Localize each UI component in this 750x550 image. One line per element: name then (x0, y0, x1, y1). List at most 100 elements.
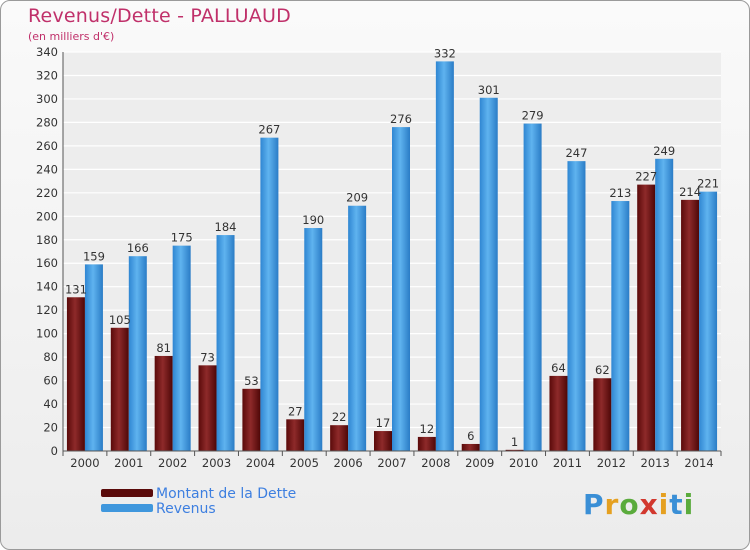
y-tick-label: 240 (36, 162, 58, 176)
legend-label-revenue: Revenus (156, 501, 216, 517)
logo-letter: t (669, 488, 684, 521)
bar-revenue (304, 228, 323, 451)
bar-revenue (216, 235, 235, 451)
data-label-revenue: 247 (565, 146, 587, 160)
logo-letter: P (583, 488, 605, 521)
bar-debt (461, 443, 480, 451)
y-tick-label: 20 (43, 421, 58, 435)
x-tick-label: 2011 (553, 456, 582, 470)
data-label-revenue: 332 (434, 46, 456, 60)
bar-revenue (567, 161, 586, 451)
bar-revenue (128, 256, 147, 451)
y-tick-label: 140 (36, 280, 58, 294)
bar-debt (681, 199, 700, 451)
y-tick-label: 180 (36, 233, 58, 247)
y-tick-label: 40 (43, 397, 58, 411)
bar-debt (549, 375, 568, 451)
data-label-debt: 105 (109, 313, 131, 327)
legend-swatch-debt (101, 489, 153, 497)
x-tick-label: 2014 (684, 456, 713, 470)
bar-revenue (611, 201, 630, 451)
bar-debt (417, 436, 436, 451)
y-tick-label: 260 (36, 139, 58, 153)
data-label-debt: 27 (288, 404, 303, 418)
bar-debt (242, 388, 261, 451)
data-label-revenue: 213 (609, 186, 631, 200)
data-label-debt: 214 (679, 185, 701, 199)
logo-letter: i (658, 488, 670, 521)
data-label-debt: 1 (511, 435, 518, 449)
y-tick-label: 340 (36, 45, 58, 59)
x-tick-label: 2012 (597, 456, 626, 470)
y-tick-label: 100 (36, 327, 58, 341)
logo-letter: x (639, 488, 659, 521)
bar-revenue (479, 97, 498, 452)
y-tick-label: 220 (36, 186, 58, 200)
y-tick-label: 200 (36, 209, 58, 223)
x-tick-label: 2009 (465, 456, 494, 470)
proxiti-logo: Proxiti (583, 488, 694, 521)
x-tick-label: 2007 (377, 456, 406, 470)
y-tick-label: 60 (43, 374, 58, 388)
data-label-debt: 17 (376, 416, 391, 430)
data-label-revenue: 159 (83, 249, 105, 263)
bar-debt (110, 327, 129, 451)
y-tick-label: 320 (36, 68, 58, 82)
data-label-revenue: 190 (302, 213, 324, 227)
data-label-debt: 12 (420, 422, 435, 436)
chart-title: Revenus/Dette - PALLUAUD (28, 5, 291, 27)
x-tick-label: 2010 (509, 456, 538, 470)
y-tick-label: 160 (36, 256, 58, 270)
x-tick-label: 2002 (158, 456, 187, 470)
data-label-debt: 6 (467, 429, 474, 443)
x-tick-label: 2013 (641, 456, 670, 470)
bar-debt (505, 449, 524, 451)
bar-debt (330, 425, 349, 451)
x-tick-label: 2003 (202, 456, 231, 470)
data-label-debt: 62 (595, 363, 610, 377)
data-label-revenue: 267 (258, 123, 280, 137)
data-label-revenue: 209 (346, 191, 368, 205)
data-label-revenue: 301 (478, 83, 500, 97)
x-tick-label: 2004 (246, 456, 275, 470)
data-label-revenue: 249 (653, 144, 675, 158)
data-label-debt: 53 (244, 374, 259, 388)
chart-subtitle: (en milliers d'€) (28, 30, 115, 43)
data-label-debt: 73 (200, 350, 215, 364)
x-tick-label: 2000 (70, 456, 99, 470)
bar-debt (198, 365, 217, 451)
data-label-revenue: 175 (171, 231, 193, 245)
logo-letter: o (619, 488, 640, 521)
data-label-revenue: 279 (522, 109, 544, 123)
bar-revenue (172, 245, 191, 451)
bar-revenue (699, 191, 718, 451)
bar-revenue (348, 205, 367, 451)
data-label-revenue: 184 (215, 220, 237, 234)
data-label-revenue: 166 (127, 241, 149, 255)
bar-debt (66, 297, 85, 451)
data-label-debt: 22 (332, 410, 347, 424)
y-tick-label: 280 (36, 115, 58, 129)
y-tick-label: 80 (43, 350, 58, 364)
bar-revenue (523, 123, 542, 451)
x-tick-label: 2006 (333, 456, 362, 470)
y-tick-label: 0 (51, 444, 58, 458)
logo-letter: r (604, 488, 620, 521)
data-label-revenue: 276 (390, 112, 412, 126)
bar-debt (286, 419, 305, 451)
bar-revenue (84, 264, 103, 451)
bar-debt (637, 184, 656, 451)
bar-revenue (435, 61, 454, 451)
data-label-debt: 227 (635, 170, 657, 184)
bar-revenue (655, 158, 674, 451)
bar-debt (593, 378, 612, 451)
bar-debt (374, 431, 392, 451)
data-label-debt: 131 (65, 282, 87, 296)
x-tick-label: 2005 (290, 456, 319, 470)
data-label-revenue: 221 (697, 177, 719, 191)
x-tick-label: 2001 (114, 456, 143, 470)
bar-debt (154, 355, 173, 451)
bar-revenue (392, 127, 410, 451)
